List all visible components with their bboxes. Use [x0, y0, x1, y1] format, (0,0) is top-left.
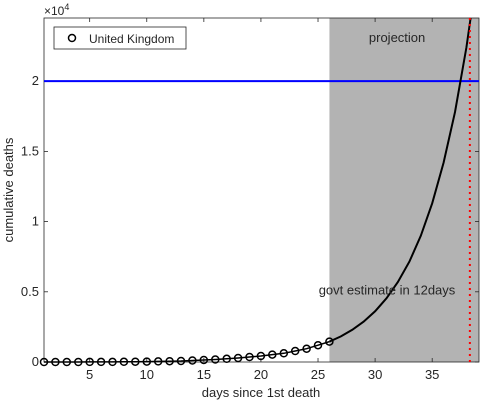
x-tick-label: 35 — [425, 367, 439, 382]
x-tick-label: 10 — [140, 367, 154, 382]
projection-label: projection — [369, 30, 425, 45]
x-tick-label: 20 — [254, 367, 268, 382]
y-tick-label: 0.5 — [21, 284, 39, 299]
y-tick-label: 2 — [32, 73, 39, 88]
legend-marker — [69, 35, 76, 42]
legend-label: United Kingdom — [89, 32, 174, 46]
legend: United Kingdom — [54, 27, 186, 49]
x-tick-label: 30 — [368, 367, 382, 382]
y-exponent: ×104 — [44, 2, 69, 18]
x-tick-label: 25 — [311, 367, 325, 382]
x-axis-label: days since 1st death — [202, 385, 321, 400]
projection-band — [329, 18, 479, 362]
x-tick-label: 5 — [86, 367, 93, 382]
y-axis-label: cumulative deaths — [1, 137, 16, 242]
y-tick-label: 0 — [32, 354, 39, 369]
estimate-label: govt estimate in 12days — [319, 283, 456, 298]
y-tick-label: 1.5 — [21, 143, 39, 158]
y-tick-label: 1 — [32, 214, 39, 229]
x-tick-label: 15 — [197, 367, 211, 382]
